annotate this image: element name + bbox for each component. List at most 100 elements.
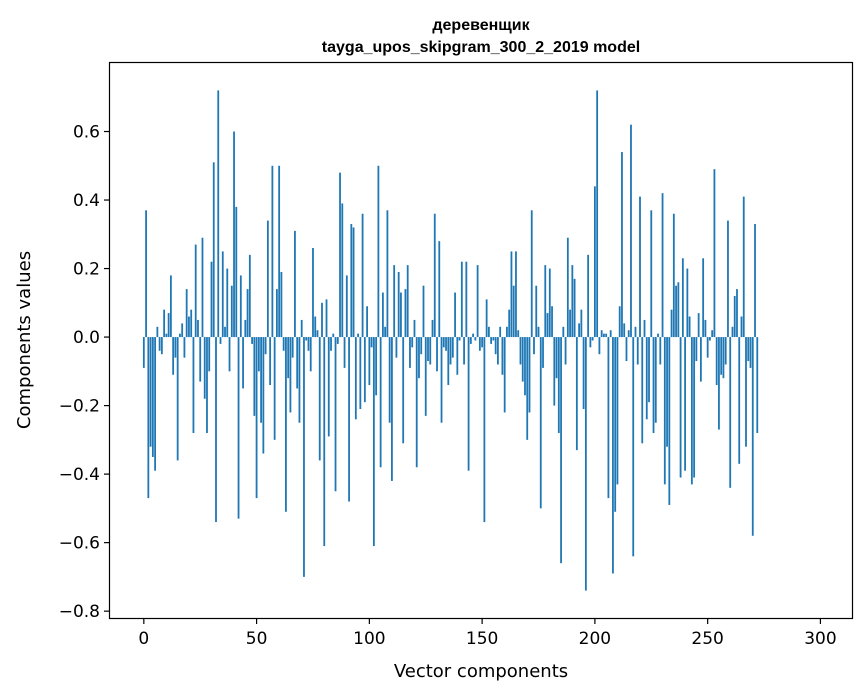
y-tick-label: 0.2 bbox=[73, 260, 100, 280]
bar-component-113 bbox=[397, 271, 400, 338]
bar-component-107 bbox=[384, 326, 387, 338]
bar-component-130 bbox=[436, 337, 438, 372]
bar-component-10 bbox=[165, 333, 168, 338]
bar-component-124 bbox=[422, 285, 425, 338]
bar-component-86 bbox=[336, 337, 339, 344]
bar-component-165 bbox=[515, 251, 517, 338]
bar-component-28 bbox=[206, 337, 208, 433]
x-tick-label: 250 bbox=[691, 629, 723, 649]
bar-component-209 bbox=[614, 337, 617, 512]
bar-component-2 bbox=[147, 337, 150, 499]
bar-component-146 bbox=[472, 333, 474, 338]
bar-component-40 bbox=[233, 131, 235, 338]
bar-component-37 bbox=[226, 268, 229, 338]
bar-component-142 bbox=[463, 337, 465, 365]
y-axis-ticks: −0.8 −0.6 −0.4 −0.2 0.0 0.2 0.4 0.6 bbox=[59, 123, 110, 622]
bar-component-215 bbox=[627, 330, 630, 338]
bar-component-100 bbox=[368, 337, 371, 386]
bar-component-139 bbox=[456, 337, 459, 375]
bar-component-230 bbox=[661, 193, 664, 338]
bar-component-220 bbox=[639, 196, 641, 338]
bar-component-240 bbox=[684, 337, 686, 471]
bar-component-71 bbox=[303, 337, 305, 577]
bar-component-170 bbox=[526, 337, 529, 440]
bar-component-81 bbox=[325, 299, 328, 338]
bar-component-228 bbox=[657, 333, 659, 338]
bar-component-235 bbox=[672, 213, 675, 338]
bar-component-150 bbox=[481, 337, 484, 348]
bar-component-260 bbox=[729, 337, 732, 488]
bar-component-153 bbox=[487, 326, 490, 338]
bar-component-54 bbox=[264, 337, 267, 355]
x-tick-label: 300 bbox=[804, 629, 836, 649]
bar-component-160 bbox=[503, 337, 506, 413]
bar-component-83 bbox=[330, 337, 332, 351]
bar-component-247 bbox=[699, 337, 702, 382]
bar-component-94 bbox=[354, 337, 357, 420]
bar-component-24 bbox=[197, 319, 199, 338]
bar-component-109 bbox=[388, 337, 391, 423]
bar-component-190 bbox=[571, 265, 574, 338]
bar-component-271 bbox=[754, 224, 756, 338]
bar-component-20 bbox=[188, 316, 190, 338]
bar-component-96 bbox=[359, 337, 362, 410]
bar-component-133 bbox=[442, 337, 445, 348]
bar-component-255 bbox=[718, 337, 720, 430]
bar-component-110 bbox=[391, 337, 393, 481]
bar-component-84 bbox=[332, 333, 335, 338]
bar-component-72 bbox=[305, 337, 308, 341]
bar-component-259 bbox=[727, 220, 729, 338]
bar-component-246 bbox=[697, 313, 700, 338]
bar-component-112 bbox=[395, 337, 398, 358]
bar-component-59 bbox=[275, 289, 278, 338]
bar-component-1 bbox=[145, 210, 147, 338]
bar-component-97 bbox=[361, 213, 364, 338]
bar-component-166 bbox=[517, 330, 520, 338]
bar-component-42 bbox=[237, 337, 240, 519]
bar-component-25 bbox=[199, 337, 202, 382]
bar-component-35 bbox=[221, 251, 224, 338]
bar-component-262 bbox=[733, 295, 736, 338]
bar-component-60 bbox=[278, 165, 281, 338]
y-tick-label: −0.8 bbox=[59, 602, 100, 622]
bar-component-214 bbox=[625, 337, 628, 362]
bar-component-74 bbox=[309, 337, 312, 372]
bar-component-161 bbox=[506, 326, 508, 338]
bar-component-8 bbox=[160, 337, 163, 355]
bar-component-200 bbox=[593, 186, 596, 338]
bar-component-88 bbox=[341, 203, 344, 338]
bar-component-225 bbox=[650, 210, 653, 338]
bar-component-252 bbox=[711, 330, 714, 338]
bar-component-236 bbox=[675, 285, 677, 338]
bar-component-152 bbox=[485, 299, 488, 338]
bar-component-244 bbox=[693, 337, 696, 478]
bar-component-26 bbox=[201, 237, 204, 338]
bar-component-80 bbox=[323, 337, 326, 547]
bar-component-162 bbox=[508, 309, 511, 338]
bar-component-98 bbox=[363, 337, 366, 403]
bar-component-201 bbox=[596, 90, 599, 338]
bar-component-136 bbox=[449, 337, 452, 365]
bar-component-91 bbox=[348, 337, 350, 502]
bar-component-223 bbox=[645, 337, 648, 420]
bar-component-44 bbox=[242, 337, 244, 389]
bar-component-111 bbox=[393, 265, 396, 338]
bar-component-17 bbox=[181, 323, 184, 338]
bar-component-149 bbox=[478, 337, 481, 351]
bar-component-169 bbox=[524, 337, 526, 396]
bar-component-175 bbox=[537, 326, 540, 338]
bar-component-61 bbox=[280, 271, 283, 338]
bar-component-29 bbox=[208, 337, 211, 372]
y-tick-label: 0.0 bbox=[73, 328, 100, 348]
bar-component-41 bbox=[235, 206, 238, 338]
bar-component-68 bbox=[296, 337, 299, 389]
bar-component-32 bbox=[215, 337, 217, 523]
chart-subtitle: tayga_upos_skipgram_300_2_2019 model bbox=[322, 39, 640, 56]
bar-component-264 bbox=[738, 337, 741, 464]
bar-component-51 bbox=[257, 337, 260, 372]
bar-component-242 bbox=[688, 316, 691, 338]
bar-component-104 bbox=[377, 165, 380, 338]
x-tick-label: 0 bbox=[138, 629, 149, 649]
bar-component-63 bbox=[285, 337, 287, 512]
bar-component-143 bbox=[465, 261, 468, 338]
